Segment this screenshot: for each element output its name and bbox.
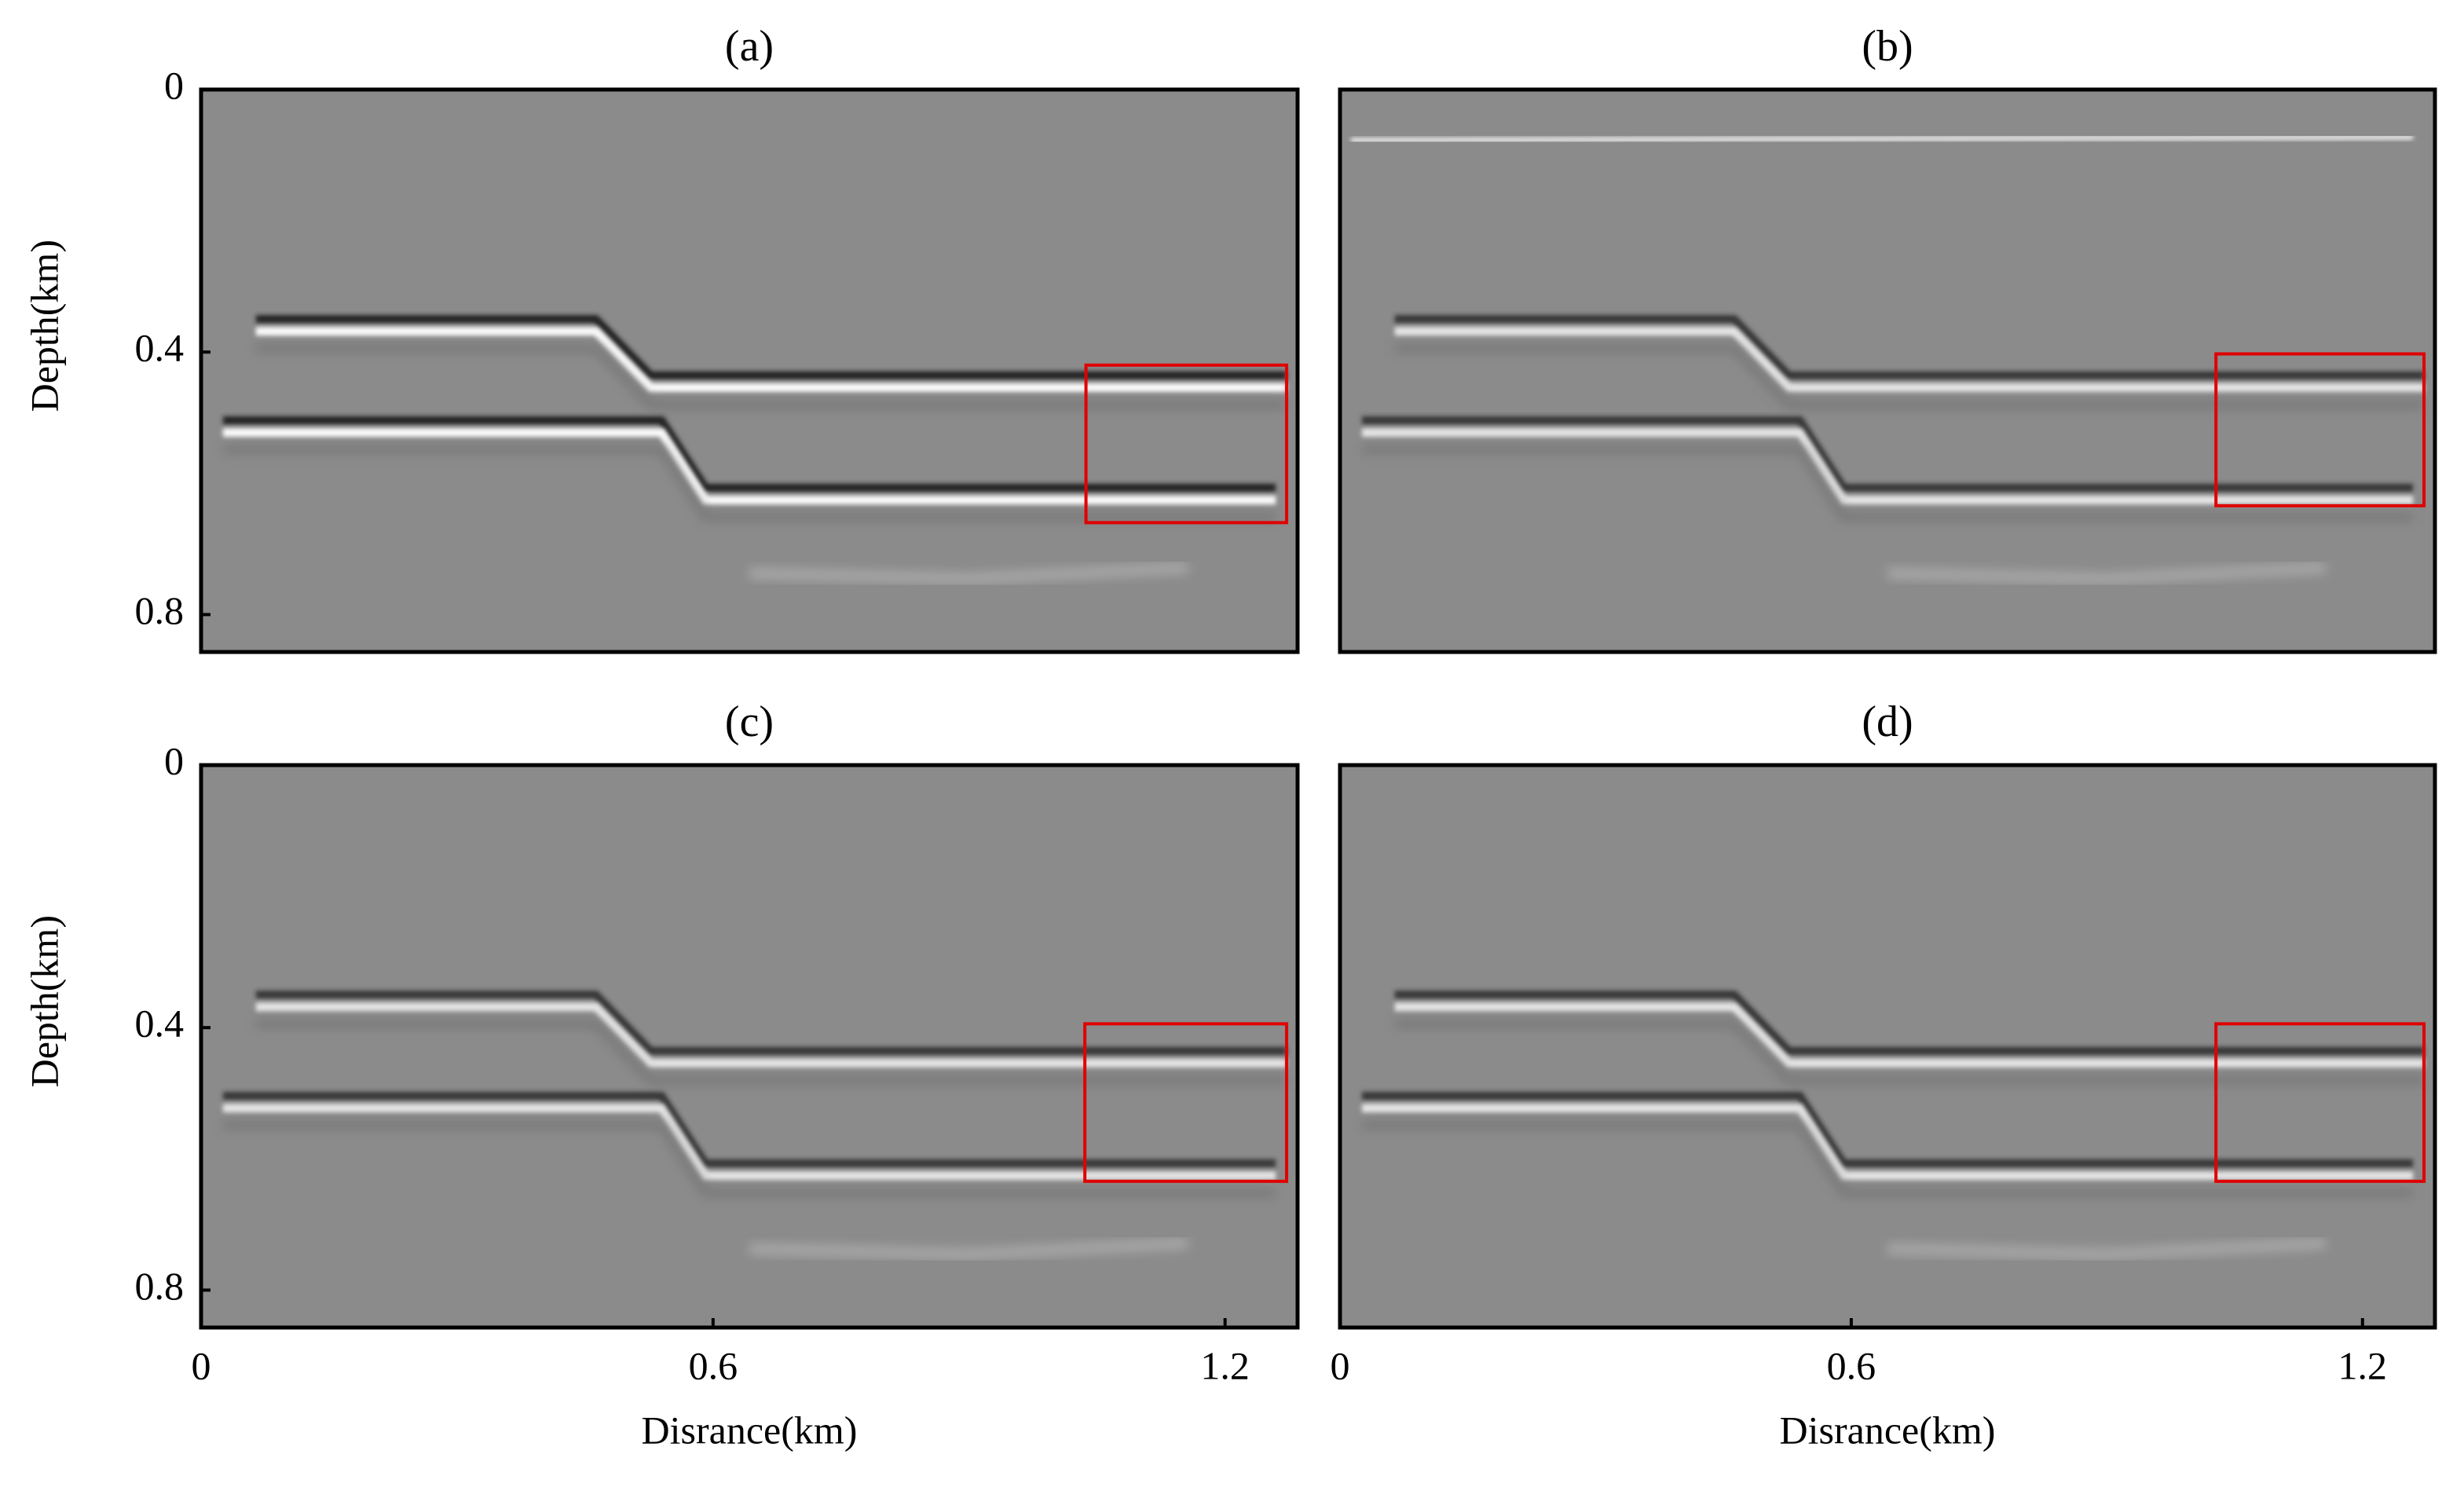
seismic-image bbox=[201, 765, 1298, 1328]
x-tick-label: 1.2 bbox=[1200, 1343, 1250, 1387]
reflector-shadow bbox=[255, 1020, 1287, 1084]
reflector-deep bbox=[749, 1237, 1188, 1260]
y-tick-label: 0.4 bbox=[135, 326, 185, 370]
reflector-deep bbox=[749, 562, 1188, 584]
highlight-box bbox=[1083, 1022, 1289, 1183]
plot-frame bbox=[1338, 763, 2437, 1330]
image-background bbox=[1340, 765, 2435, 1328]
reflector-shadow bbox=[222, 1121, 1276, 1197]
reflector-dark bbox=[1394, 315, 2425, 379]
reflector-dark bbox=[255, 315, 1287, 379]
reflector-bright bbox=[255, 1002, 1287, 1068]
y-tick-label: 0 bbox=[164, 63, 184, 107]
seismic-image bbox=[1340, 765, 2435, 1328]
reflector-shadow bbox=[1361, 445, 2414, 522]
reflector-dark bbox=[255, 991, 1287, 1055]
y-axis-label: Depth(km) bbox=[22, 915, 66, 1087]
x-tick-label: 0 bbox=[1331, 1343, 1350, 1387]
plot-frame bbox=[199, 763, 1300, 1330]
surface-reflector bbox=[1350, 134, 2414, 143]
plot-frame bbox=[199, 87, 1300, 654]
y-axis-label: Depth(km) bbox=[22, 240, 66, 412]
y-tick-label: 0.4 bbox=[135, 1002, 185, 1046]
reflector-bright bbox=[222, 1104, 1276, 1181]
x-tick-label: 0.6 bbox=[689, 1343, 738, 1387]
y-tick-label: 0 bbox=[164, 738, 184, 782]
panel-title: (d) bbox=[1862, 698, 1913, 746]
y-tick-label: 0.8 bbox=[135, 588, 185, 632]
reflector-deep bbox=[1887, 1237, 2326, 1260]
image-background bbox=[201, 765, 1298, 1328]
reflector-bright bbox=[1361, 428, 2414, 505]
reflector-bright bbox=[1394, 327, 2425, 392]
reflector-bright bbox=[1361, 1104, 2414, 1181]
reflector-shadow bbox=[1394, 344, 2425, 408]
reflector-shadow bbox=[222, 445, 1276, 522]
panel-title: (b) bbox=[1862, 22, 1913, 71]
x-axis-label: Disrance(km) bbox=[642, 1408, 858, 1452]
reflector-bright bbox=[255, 327, 1287, 392]
reflector-dark bbox=[222, 1092, 1276, 1167]
seismic-image bbox=[1340, 90, 2435, 652]
x-tick-label: 0 bbox=[192, 1343, 211, 1387]
highlight-box bbox=[2214, 352, 2426, 507]
x-tick-label: 1.2 bbox=[2338, 1343, 2388, 1387]
reflector-dark bbox=[1361, 416, 2414, 492]
highlight-box bbox=[2214, 1022, 2426, 1183]
seismic-image bbox=[201, 90, 1298, 652]
reflector-bright bbox=[1394, 1002, 2425, 1068]
highlight-box bbox=[1084, 363, 1289, 525]
reflector-shadow bbox=[1361, 1121, 2414, 1197]
reflector-dark bbox=[222, 416, 1276, 492]
reflector-dark bbox=[1361, 1092, 2414, 1167]
reflector-shadow bbox=[1394, 1020, 2425, 1084]
reflector-deep bbox=[1887, 562, 2326, 584]
panel-title: (c) bbox=[725, 698, 774, 746]
reflector-dark bbox=[1394, 991, 2425, 1055]
y-tick-label: 0.8 bbox=[135, 1264, 185, 1308]
reflector-shadow bbox=[255, 344, 1287, 408]
reflector-bright bbox=[222, 428, 1276, 505]
image-background bbox=[201, 90, 1298, 652]
image-background bbox=[1340, 90, 2435, 652]
panel-title: (a) bbox=[725, 22, 774, 71]
plot-frame bbox=[1338, 87, 2437, 654]
x-axis-label: Disrance(km) bbox=[1780, 1408, 1996, 1452]
x-tick-label: 0.6 bbox=[1827, 1343, 1876, 1387]
